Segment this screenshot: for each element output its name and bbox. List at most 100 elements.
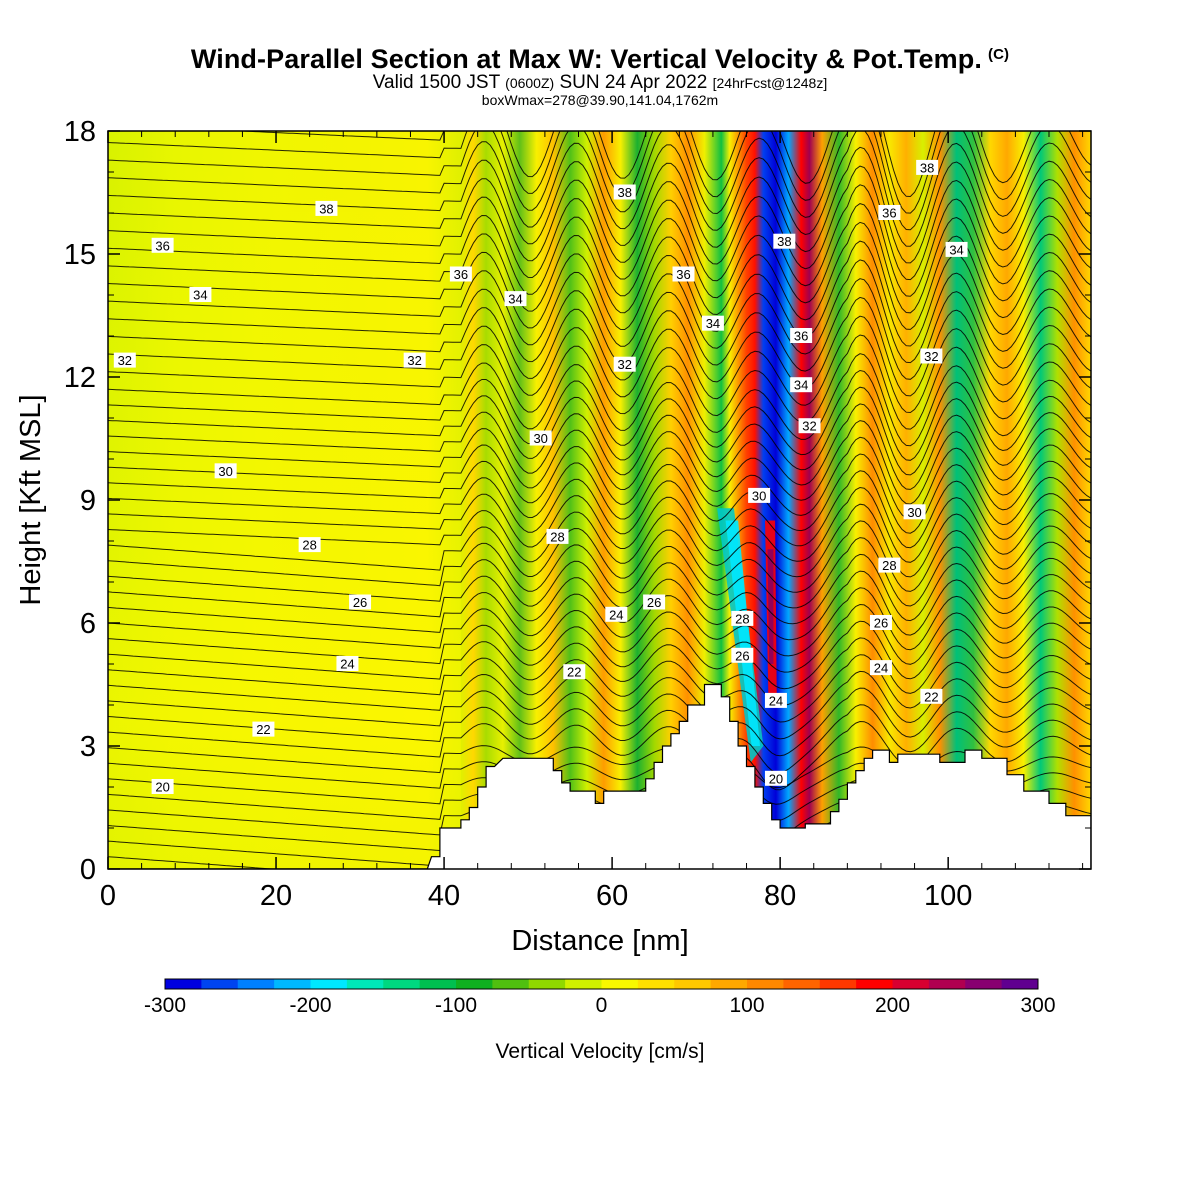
contour-label: 30 [903, 504, 926, 520]
contour-label-text: 22 [567, 665, 581, 680]
colorbar-swatch [419, 979, 457, 989]
theta-contour [108, 687, 1091, 757]
theta-contour [108, 420, 1091, 505]
theta-contour [108, 296, 1091, 397]
contour-label-bg [701, 315, 724, 331]
colorbar: -300 -200 -100 0 100 200 300 [144, 978, 1056, 1017]
contour-label: 38 [613, 184, 636, 200]
copyright-mark: (C) [987, 46, 1010, 63]
valid-date: SUN 24 Apr 2022 [559, 72, 708, 93]
contour-label: 38 [315, 200, 338, 216]
contour-label-text: 38 [319, 201, 333, 216]
colorbar-tick-label: 0 [596, 994, 608, 1017]
colorbar-frame [164, 978, 1039, 990]
contour-label-bg [731, 610, 754, 626]
contour-label: 34 [504, 291, 527, 307]
contour-label-bg [151, 779, 174, 794]
contour-label-text: 24 [340, 657, 354, 672]
contour-label-bg [315, 200, 338, 216]
contour-label: 24 [605, 606, 628, 622]
colorbar-swatch [492, 979, 530, 989]
theta-contour [108, 240, 1091, 347]
contour-label: 26 [869, 615, 892, 631]
y-tick-label: 3 [80, 731, 96, 763]
contour-label-text: 22 [256, 722, 270, 737]
colorbar-swatch [928, 979, 966, 989]
colorbar-swatch [274, 979, 311, 989]
contour-label: 26 [643, 594, 666, 610]
contour-label: 22 [252, 721, 275, 737]
downdraft-core [725, 520, 760, 746]
theta-contour [108, 146, 1091, 264]
contour-label: 20 [151, 779, 174, 795]
colorbar-tick-label: -200 [289, 994, 331, 1017]
theta-contour [108, 603, 1091, 673]
contour-label-text: 28 [882, 558, 896, 573]
colorbar-swatch [1001, 979, 1039, 989]
contour-label-bg [336, 656, 359, 671]
colorbar-tick-label: -300 [144, 994, 186, 1017]
contour-label-bg [403, 352, 426, 368]
theta-contour [108, 520, 1091, 593]
contour-label-text: 30 [752, 488, 766, 503]
contour-label-text: 36 [794, 329, 808, 344]
colorbar-tick-label: 100 [729, 994, 764, 1017]
theta-contour [108, 259, 1091, 364]
contour-label: 36 [790, 328, 813, 344]
contour-label: 28 [546, 528, 569, 544]
contour-label: 36 [878, 205, 901, 221]
contour-label-text: 36 [155, 238, 169, 253]
contour-label: 32 [403, 352, 426, 368]
theta-contour [108, 353, 1091, 447]
contour-label-bg [643, 594, 666, 610]
colorbar-swatch [892, 979, 930, 989]
contour-label: 30 [529, 430, 552, 446]
updraft-core [767, 549, 774, 664]
y-axis-label: Height [Kft MSL] [15, 394, 47, 605]
colorbar-label: Vertical Velocity [cm/s] [496, 1040, 705, 1063]
contour-label: 28 [731, 610, 754, 626]
theta-contour [108, 553, 1091, 625]
contour-label-text: 20 [155, 780, 169, 795]
contour-label-bg [748, 487, 771, 503]
contour-label-text: 32 [924, 349, 938, 364]
colorbar-swatch [710, 979, 748, 989]
y-tick-label: 12 [64, 362, 96, 394]
contour-label-text: 26 [735, 648, 749, 663]
contour-label-bg [878, 557, 901, 573]
contour-label-bg [252, 721, 275, 737]
forecast-info: [24hrFcst@1248z] [712, 75, 828, 91]
contour-label: 36 [449, 266, 472, 282]
contour-label-bg [773, 233, 796, 249]
terrain-fill [108, 683, 1091, 869]
contour-label-bg [546, 528, 569, 544]
contour-label-text: 26 [647, 595, 661, 610]
contour-label-bg [798, 418, 821, 434]
contour-label: 28 [878, 557, 901, 573]
colorbar-swatch [747, 979, 784, 989]
contour-label-text: 24 [769, 693, 783, 708]
contour-label: 26 [731, 647, 754, 663]
colorbar-swatch [637, 979, 675, 989]
contour-label-bg [563, 664, 586, 680]
contour-label-bg [298, 537, 321, 553]
colorbar-swatch [783, 979, 821, 989]
x-tick-label: 0 [100, 880, 116, 912]
contour-label-text: 34 [794, 378, 808, 393]
contour-label-bg [529, 430, 552, 446]
contour-label-text: 26 [353, 595, 367, 610]
contour-labels: 20 22 24 26 28 30 32 34 36 38 32 36 34 30 28 22 24 26 32 38… [113, 159, 968, 795]
contour-label-text: 38 [777, 234, 791, 249]
colorbar-swatch [346, 979, 384, 989]
contour-label-bg [672, 266, 695, 282]
contour-label-bg [764, 692, 787, 708]
contour-label-text: 30 [907, 505, 921, 520]
colorbar-swatch [965, 979, 1003, 989]
colorbar-swatch [819, 979, 857, 989]
valid-time-utc: (0600Z) [505, 75, 555, 91]
colorbar-tick-label: 200 [875, 994, 910, 1017]
contour-label-bg [504, 291, 527, 307]
contour-label: 20 [764, 770, 787, 786]
chart-title: Wind-Parallel Section at Max W: Vertical… [0, 44, 1200, 75]
theta-contour [108, 165, 1091, 281]
